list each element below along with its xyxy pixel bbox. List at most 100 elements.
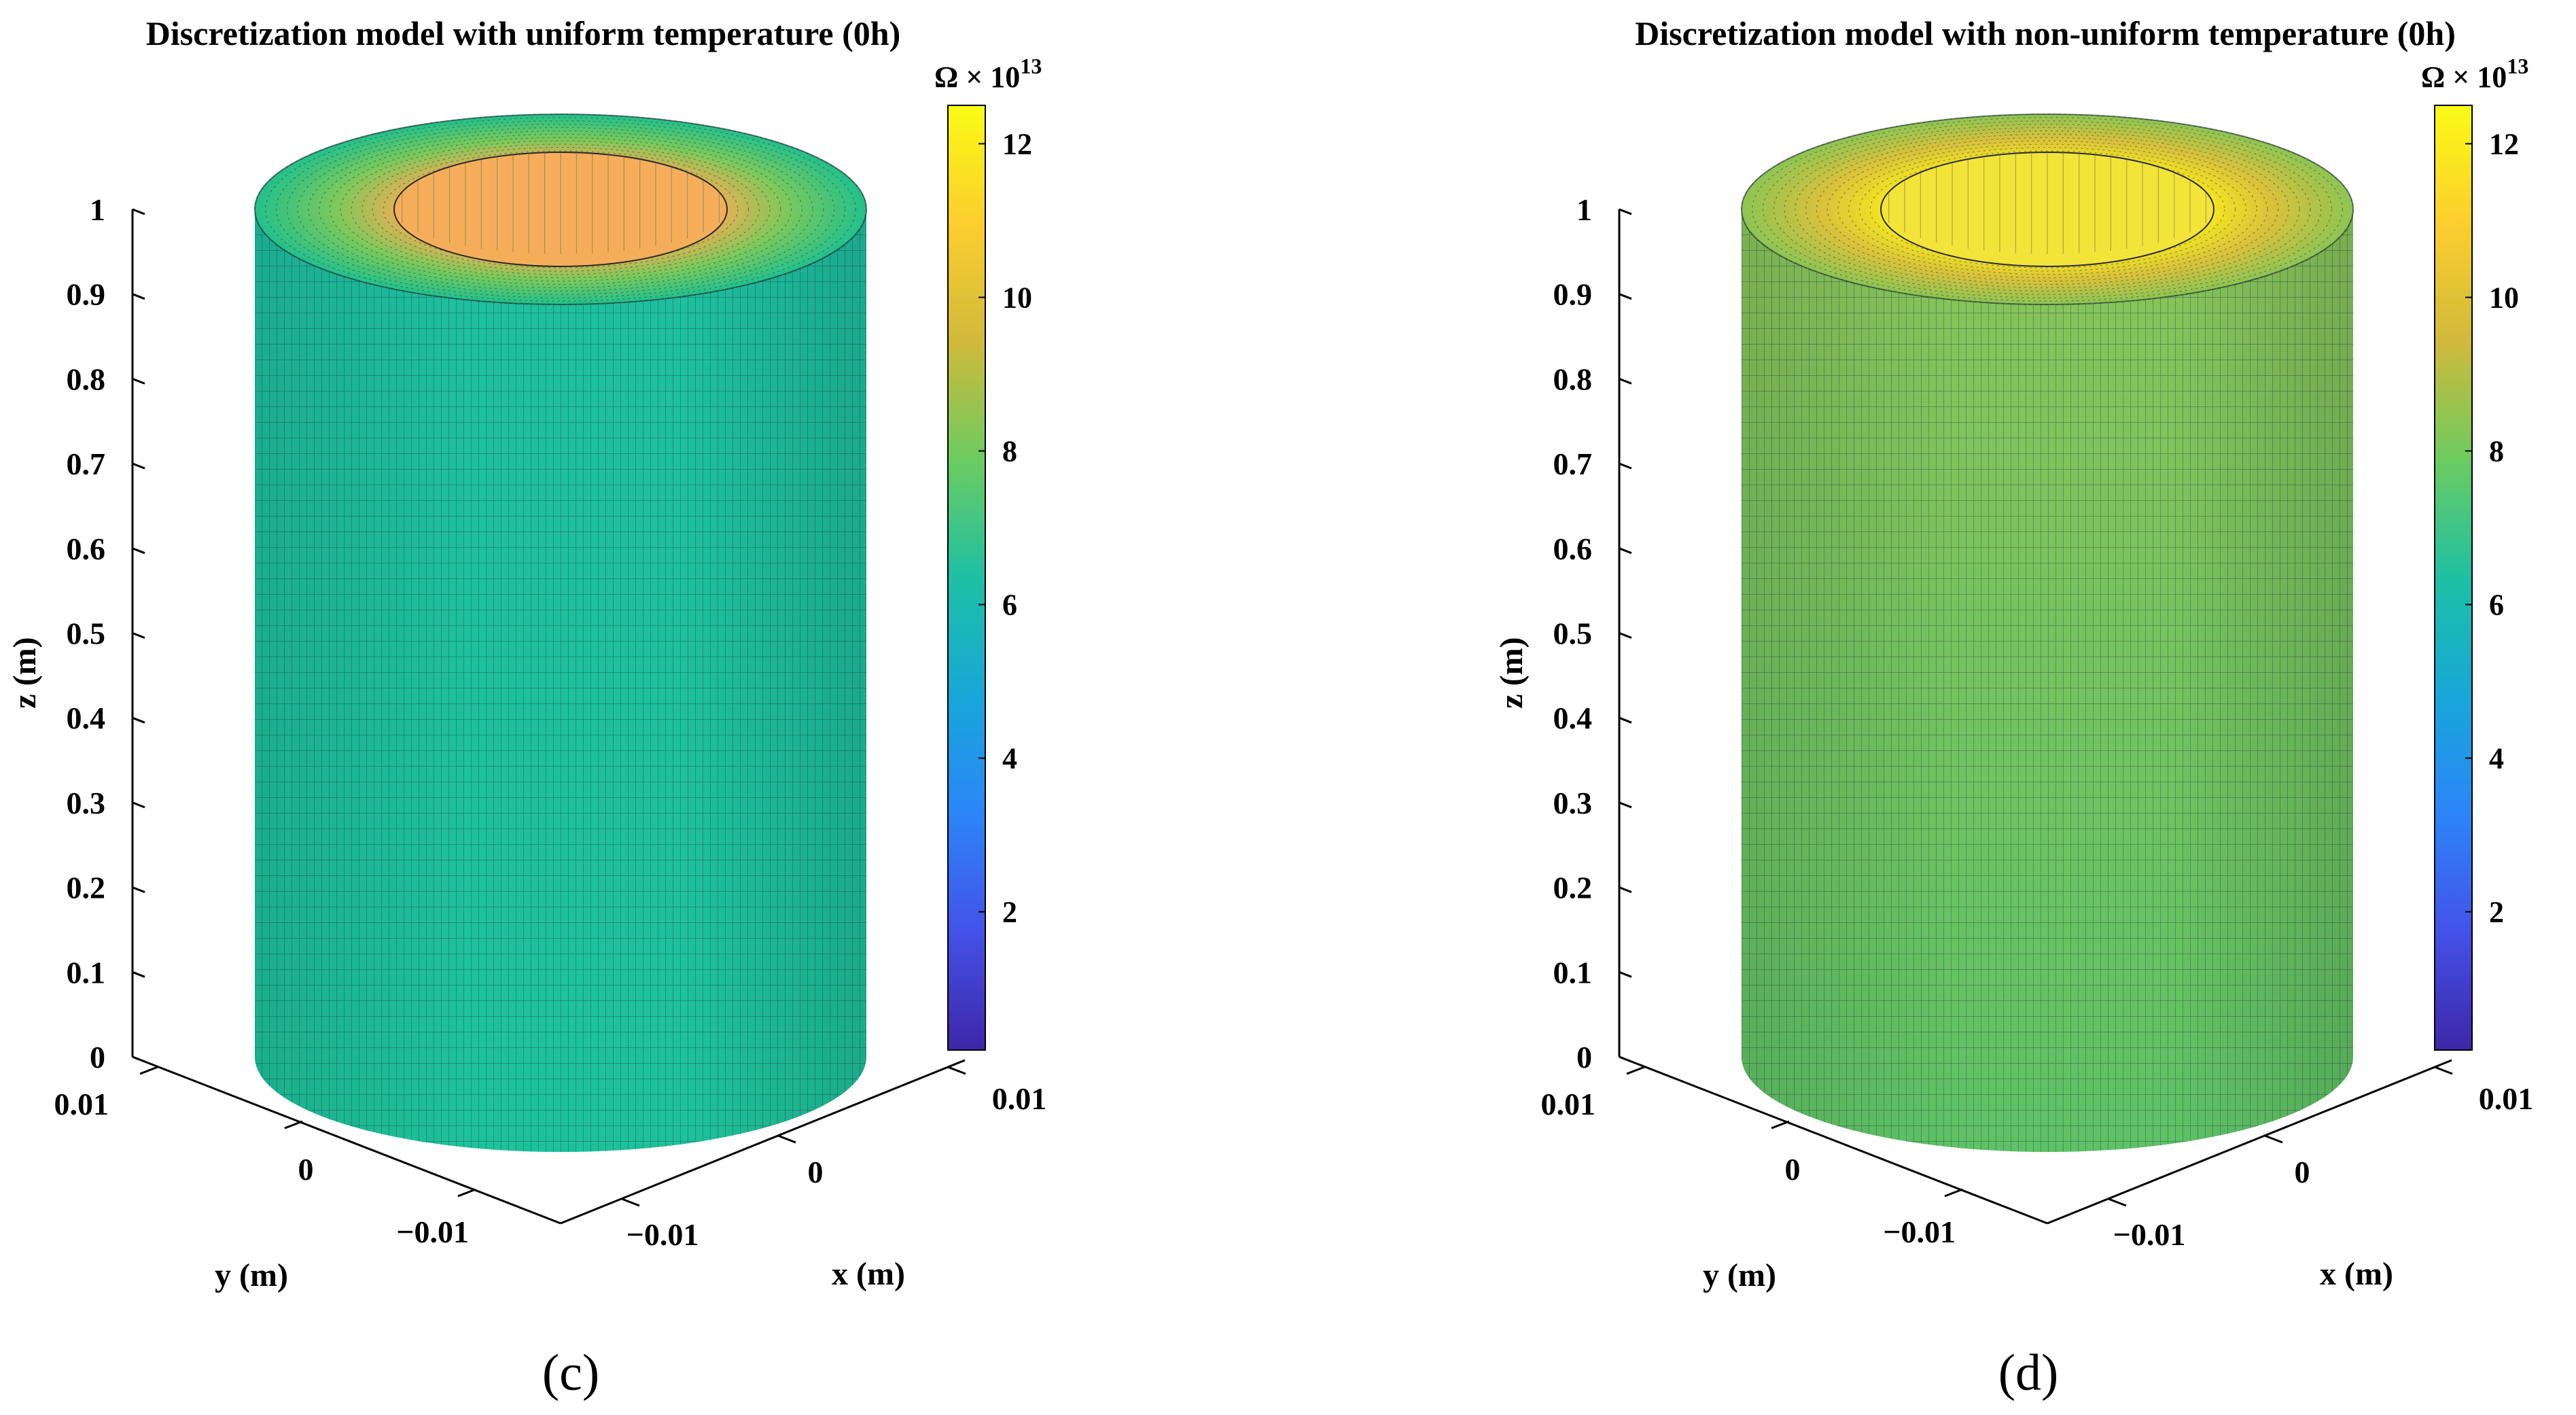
colorbar-tick-label: 10 bbox=[1002, 281, 1032, 315]
z-tick-mark bbox=[1619, 886, 1632, 893]
cylinder-shading bbox=[255, 209, 866, 1152]
y-tick-label: 0.01 bbox=[54, 1087, 109, 1121]
y-axis-label: y (m) bbox=[215, 1257, 288, 1293]
z-tick-label: 0.4 bbox=[67, 701, 106, 735]
z-tick-label: 1 bbox=[90, 192, 105, 227]
z-tick-label: 0.1 bbox=[67, 955, 106, 990]
z-tick-mark bbox=[132, 208, 145, 215]
x-tick-mark bbox=[2264, 1134, 2283, 1144]
z-tick-mark bbox=[1619, 1055, 1632, 1063]
z-tick-mark bbox=[132, 801, 145, 809]
z-tick-label: 0.7 bbox=[1553, 447, 1593, 481]
z-tick-label: 0.3 bbox=[67, 786, 106, 820]
mesh-ring bbox=[1858, 150, 2236, 268]
y-tick-label: 0 bbox=[298, 1152, 314, 1187]
colorbar: 2 4 6 8 10 12 Ω × 1013 bbox=[934, 54, 1042, 1051]
y-tick-label: −0.01 bbox=[1883, 1215, 1956, 1249]
x-tick-label: −0.01 bbox=[2113, 1217, 2186, 1252]
mesh-ring bbox=[297, 127, 824, 292]
mesh-ring bbox=[1869, 154, 2225, 265]
chart-panel-c: Discretization model with uniform temper… bbox=[7, 14, 1046, 1401]
z-axis-label: z (m) bbox=[7, 637, 43, 708]
z-tick-mark bbox=[1619, 208, 1632, 215]
mesh-ring bbox=[361, 147, 760, 272]
z-tick-mark bbox=[132, 886, 145, 893]
z-tick-label: 0.6 bbox=[67, 531, 106, 566]
mesh-ring bbox=[351, 143, 771, 275]
x-tick-label: 0.01 bbox=[2479, 1081, 2534, 1116]
z-tick-label: 0.1 bbox=[1553, 955, 1593, 990]
cylinder-surface bbox=[254, 113, 867, 1152]
x-tick-label: 0 bbox=[2295, 1155, 2310, 1189]
z-tick-mark bbox=[132, 632, 145, 639]
colorbar-unit-exponent: 13 bbox=[1020, 54, 1042, 78]
colorbar-tick-label: 2 bbox=[2489, 896, 2504, 929]
colorbar-unit-exponent: 13 bbox=[2507, 54, 2528, 78]
y-tick-mark bbox=[284, 1120, 303, 1130]
z-tick-label: 0.7 bbox=[67, 447, 106, 481]
y-tick-label: −0.01 bbox=[396, 1215, 469, 1249]
mesh-ring bbox=[308, 130, 813, 289]
mesh-ring bbox=[1816, 137, 2279, 282]
cylinder-top-edge bbox=[254, 113, 867, 305]
y-tick-label: 0.01 bbox=[1541, 1087, 1596, 1121]
z-tick-label: 0 bbox=[1576, 1040, 1592, 1075]
z-tick-mark bbox=[132, 716, 145, 724]
x-axis-line bbox=[2047, 1059, 2452, 1225]
mesh-ring bbox=[265, 117, 856, 302]
x-tick-label: 0.01 bbox=[992, 1081, 1047, 1116]
cylinder-bore bbox=[393, 152, 728, 267]
z-tick-label: 0.9 bbox=[67, 277, 106, 312]
z-axis-label: z (m) bbox=[1494, 637, 1530, 708]
panel-label-d: (d) bbox=[1998, 1344, 2059, 1401]
chart-title: Discretization model with non-uniform te… bbox=[1635, 14, 2456, 52]
colorbar-tick-label: 8 bbox=[2489, 435, 2504, 468]
colorbar-tick-label: 2 bbox=[1002, 896, 1017, 929]
y-tick-mark bbox=[139, 1066, 158, 1075]
colorbar-tick-label: 12 bbox=[2489, 128, 2519, 161]
z-tick-mark bbox=[1619, 971, 1632, 978]
colorbar-tick-label: 8 bbox=[1002, 435, 1017, 468]
y-axis-line bbox=[1619, 1055, 2048, 1225]
z-tick-label: 0 bbox=[90, 1040, 105, 1075]
x-tick-mark bbox=[2108, 1198, 2127, 1207]
mesh-ring bbox=[1837, 143, 2257, 275]
cylinder-top-edge bbox=[1741, 113, 2354, 305]
x-tick-mark bbox=[777, 1134, 796, 1144]
z-tick-label: 0.2 bbox=[1553, 871, 1593, 905]
x-tick-label: 0 bbox=[808, 1155, 824, 1189]
z-tick-mark bbox=[132, 462, 145, 470]
z-tick-mark bbox=[1619, 632, 1632, 639]
x-tick-mark bbox=[621, 1198, 640, 1207]
chart-title: Discretization model with uniform temper… bbox=[146, 14, 900, 52]
mesh-ring bbox=[275, 120, 846, 298]
panel-label-c: (c) bbox=[542, 1344, 599, 1401]
cylinder-surface bbox=[1741, 113, 2354, 1152]
z-tick-mark bbox=[1619, 801, 1632, 809]
y-axis-label: y (m) bbox=[1703, 1257, 1776, 1293]
y-tick-mark bbox=[1944, 1188, 1963, 1198]
z-tick-label: 0.8 bbox=[1553, 362, 1593, 396]
z-tick-label: 0.9 bbox=[1553, 277, 1593, 312]
cylinder-shading bbox=[1742, 209, 2353, 1152]
cylinder-bore bbox=[1880, 152, 2215, 267]
y-axis-line bbox=[132, 1055, 561, 1225]
z-tick-label: 0.2 bbox=[67, 871, 106, 905]
mesh-ring bbox=[286, 124, 835, 295]
chart-panel-d: Discretization model with non-uniform te… bbox=[1494, 14, 2533, 1401]
z-tick-label: 0.5 bbox=[1553, 616, 1593, 651]
x-tick-label: −0.01 bbox=[627, 1217, 699, 1252]
axes-3d: 0 0.1 0.2 0.3 0.4 0.5 0.6 0.7 0.8 0.9 1 −0.01 0 0.01 −… bbox=[54, 192, 1047, 1252]
z-tick-mark bbox=[132, 378, 145, 385]
colorbar-tick-label: 10 bbox=[2489, 281, 2519, 315]
colorbar-unit-label: Ω × 1013 bbox=[2421, 54, 2528, 94]
colorbar-tick-label: 12 bbox=[1002, 128, 1032, 161]
z-tick-label: 0.6 bbox=[1553, 531, 1593, 566]
z-tick-label: 0.5 bbox=[67, 616, 106, 651]
mesh-ring bbox=[1773, 124, 2322, 295]
mesh-ring bbox=[1848, 147, 2246, 272]
y-tick-mark bbox=[457, 1188, 476, 1198]
colorbar-tick-label: 6 bbox=[2489, 589, 2504, 622]
mesh-ring bbox=[329, 137, 792, 282]
